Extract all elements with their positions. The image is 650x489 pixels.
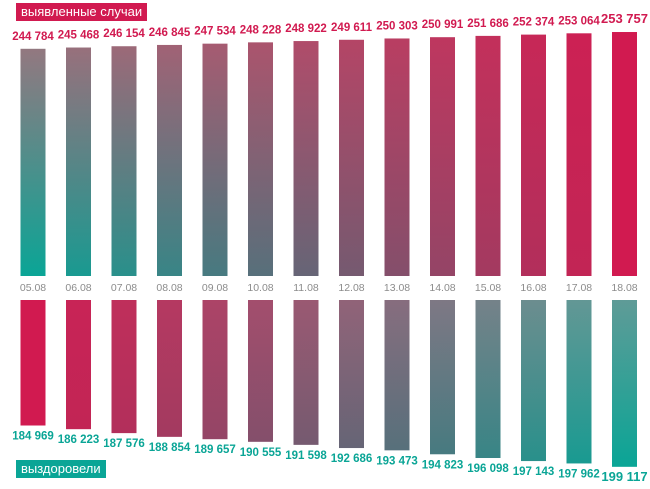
confirmed-value-label: 249 611	[331, 22, 373, 34]
date-tick-label: 08.08	[156, 282, 182, 294]
recovered-bar	[612, 300, 637, 467]
confirmed-bar	[20, 48, 46, 277]
confirmed-value-label: 245 468	[58, 30, 100, 42]
date-tick-label: 16.08	[520, 282, 546, 294]
confirmed-value-label: 246 845	[149, 27, 191, 39]
recovered-value-label: 192 686	[331, 453, 373, 465]
recovered-value-label: 194 823	[422, 459, 464, 471]
confirmed-bar	[612, 32, 637, 277]
confirmed-bar	[475, 35, 501, 277]
confirmed-bar	[248, 42, 273, 277]
date-tick-label: 14.08	[429, 282, 455, 294]
confirmed-value-label: 253 757	[601, 11, 648, 26]
recovered-bar	[20, 300, 46, 426]
date-tick-label: 09.08	[202, 282, 228, 294]
confirmed-bar	[384, 38, 410, 276]
recovered-value-label: 188 854	[149, 442, 191, 454]
recovered-bar	[157, 300, 182, 437]
date-tick-label: 07.08	[111, 282, 137, 294]
recovered-bar	[202, 300, 228, 440]
recovered-value-label: 184 969	[12, 431, 54, 443]
recovered-value-label: 187 576	[103, 438, 145, 450]
date-tick-label: 06.08	[65, 282, 91, 294]
date-tick-label: 11.08	[293, 282, 319, 294]
recovered-bar	[521, 300, 546, 462]
date-tick-label: 13.08	[384, 282, 410, 294]
recovered-value-label: 196 098	[467, 463, 509, 475]
confirmed-bar	[66, 47, 91, 277]
confirmed-value-label: 250 991	[422, 19, 464, 31]
confirmed-value-label: 244 784	[12, 31, 54, 43]
recovered-bar	[293, 300, 319, 445]
confirmed-value-label: 246 154	[103, 28, 145, 40]
confirmed-value-label: 250 303	[376, 20, 418, 32]
recovered-value-label: 189 657	[194, 444, 236, 456]
recovered-bar	[566, 300, 592, 464]
confirmed-bar	[339, 39, 364, 277]
recovered-value-label: 197 143	[513, 466, 555, 478]
date-tick-label: 10.08	[247, 282, 273, 294]
recovered-value-label: 199 117	[601, 469, 647, 484]
date-tick-label: 15.08	[475, 282, 501, 294]
confirmed-cases-badge: выявленные случаи	[16, 3, 148, 21]
confirmed-bar	[430, 37, 455, 276]
recovered-value-label: 197 962	[558, 468, 600, 480]
confirmed-bar	[157, 44, 182, 276]
recovered-bar	[248, 300, 273, 442]
confirmed-value-label: 247 534	[194, 26, 236, 38]
confirmed-value-label: 248 922	[285, 23, 327, 35]
recovered-bar	[430, 300, 455, 455]
recovered-value-label: 193 473	[376, 455, 418, 467]
confirmed-bar	[566, 33, 592, 276]
recovered-value-label: 191 598	[285, 450, 327, 462]
recovered-value-label: 190 555	[240, 447, 282, 459]
confirmed-bar	[293, 41, 319, 276]
confirmed-bar	[111, 46, 137, 276]
confirmed-bar	[202, 43, 228, 276]
date-tick-label: 05.08	[20, 282, 46, 294]
confirmed-value-label: 253 064	[558, 15, 600, 27]
recovered-value-label: 186 223	[58, 434, 100, 446]
date-tick-label: 17.08	[566, 282, 592, 294]
confirmed-value-label: 248 228	[240, 24, 282, 36]
confirmed-value-label: 252 374	[513, 17, 555, 29]
confirmed-bar	[521, 34, 546, 277]
recovered-badge: выздоровели	[16, 460, 106, 478]
recovered-bar	[339, 300, 364, 449]
date-tick-label: 12.08	[338, 282, 364, 294]
recovered-bar	[475, 300, 501, 459]
recovered-bar	[384, 300, 410, 451]
recovered-bar	[66, 300, 91, 430]
recovered-bar	[111, 300, 137, 434]
date-tick-label: 18.08	[611, 282, 637, 294]
confirmed-value-label: 251 686	[467, 18, 509, 30]
